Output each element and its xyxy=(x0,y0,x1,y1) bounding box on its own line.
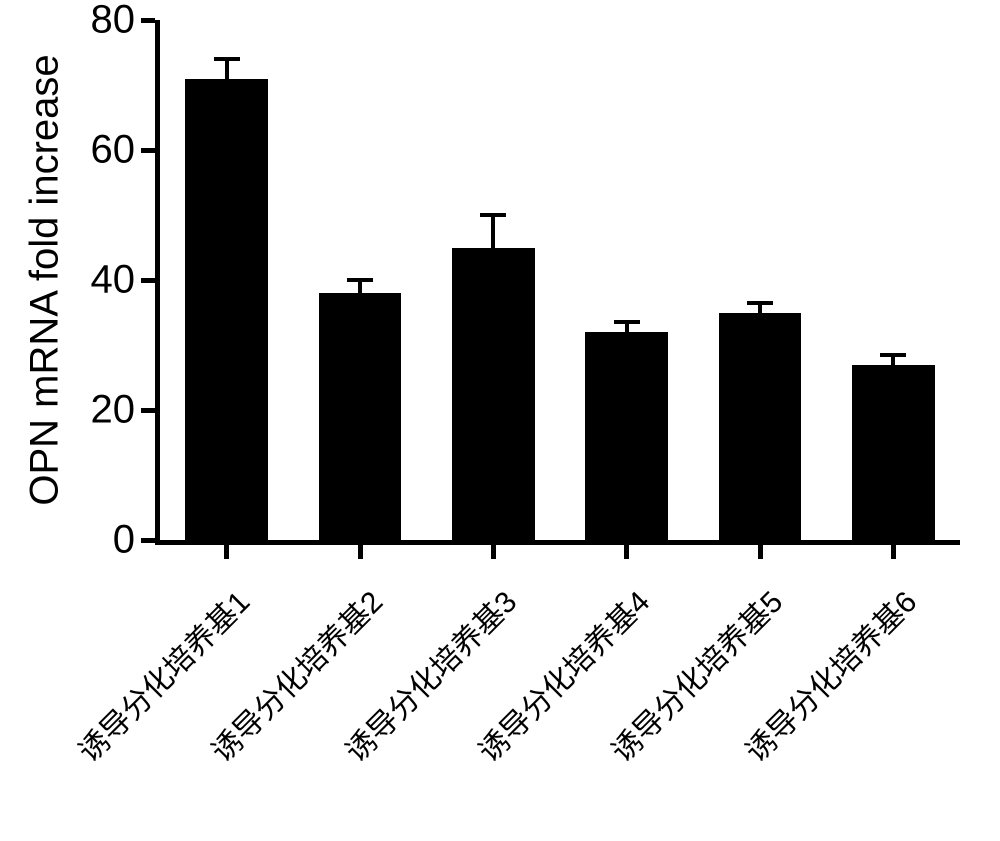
error-cap xyxy=(614,320,640,324)
error-cap xyxy=(214,57,240,61)
y-tick-mark xyxy=(141,278,155,283)
error-cap xyxy=(880,353,906,357)
bar xyxy=(319,293,402,540)
y-tick-label: 80 xyxy=(91,0,136,43)
y-tick-label: 20 xyxy=(91,388,136,433)
bar xyxy=(185,79,268,541)
x-tick-mark xyxy=(224,545,229,559)
x-tick-mark xyxy=(491,545,496,559)
x-tick-mark xyxy=(624,545,629,559)
error-cap xyxy=(747,301,773,305)
x-tick-mark xyxy=(891,545,896,559)
error-bar xyxy=(225,59,229,79)
y-tick-mark xyxy=(141,18,155,23)
y-tick-mark xyxy=(141,408,155,413)
y-tick-label: 0 xyxy=(113,518,135,563)
y-tick-mark xyxy=(141,148,155,153)
y-tick-label: 60 xyxy=(91,128,136,173)
error-cap xyxy=(347,278,373,282)
plot-area: 020406080OPN mRNA fold increase诱导分化培养基1诱… xyxy=(160,20,960,540)
bar xyxy=(585,332,668,540)
x-tick-mark xyxy=(758,545,763,559)
x-axis-line xyxy=(155,540,960,545)
bar xyxy=(852,365,935,541)
y-tick-mark xyxy=(141,538,155,543)
error-cap xyxy=(480,213,506,217)
bar xyxy=(719,313,802,541)
opn-bar-chart: 020406080OPN mRNA fold increase诱导分化培养基1诱… xyxy=(0,0,1000,841)
y-tick-label: 40 xyxy=(91,258,136,303)
y-axis-title: OPN mRNA fold increase xyxy=(23,54,68,505)
y-axis-line xyxy=(155,20,160,545)
x-tick-mark xyxy=(358,545,363,559)
bar xyxy=(452,248,535,541)
error-bar xyxy=(491,215,495,248)
